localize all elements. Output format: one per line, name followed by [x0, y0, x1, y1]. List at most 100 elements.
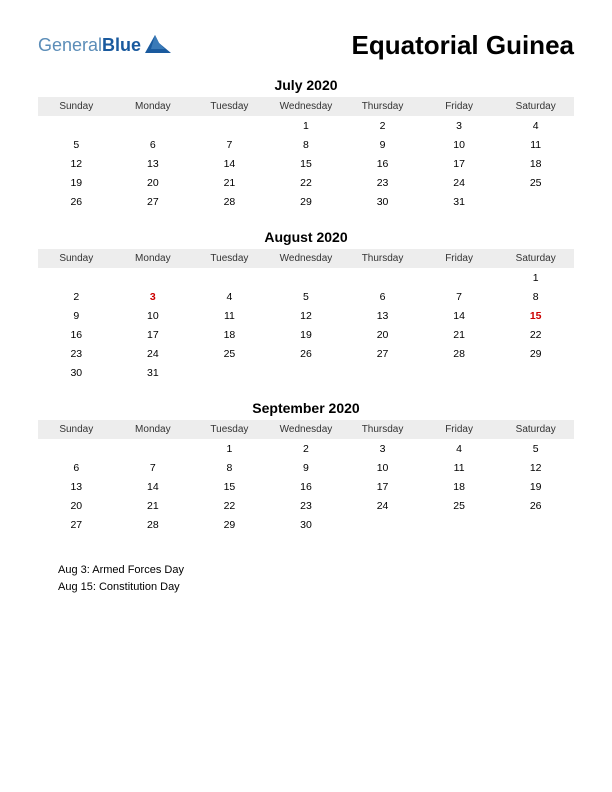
date-cell: 26 [38, 192, 115, 211]
table-row: 12131415161718 [38, 154, 574, 173]
logo-text-general: General [38, 35, 102, 55]
date-cell: 10 [344, 458, 421, 477]
date-cell: 18 [497, 154, 574, 173]
weekday-header: Sunday [38, 420, 115, 439]
table-row: 3031 [38, 363, 574, 382]
date-cell: 25 [497, 173, 574, 192]
date-cell: 17 [344, 477, 421, 496]
date-cell [38, 268, 115, 287]
date-cell [115, 116, 192, 135]
date-cell: 12 [497, 458, 574, 477]
date-cell: 21 [115, 496, 192, 515]
date-cell: 22 [268, 173, 345, 192]
date-cell: 1 [268, 116, 345, 135]
date-cell: 23 [268, 496, 345, 515]
date-cell [497, 192, 574, 211]
weekday-header: Thursday [344, 249, 421, 268]
date-cell: 27 [38, 515, 115, 534]
date-cell: 6 [344, 287, 421, 306]
date-cell: 18 [191, 325, 268, 344]
date-cell: 11 [497, 135, 574, 154]
table-row: 19202122232425 [38, 173, 574, 192]
date-cell: 21 [421, 325, 498, 344]
calendar-table: SundayMondayTuesdayWednesdayThursdayFrid… [38, 420, 574, 534]
date-cell [421, 515, 498, 534]
date-cell: 20 [38, 496, 115, 515]
date-cell [421, 363, 498, 382]
date-cell: 5 [497, 439, 574, 458]
date-cell: 9 [268, 458, 345, 477]
date-cell: 11 [191, 306, 268, 325]
weekday-header: Friday [421, 420, 498, 439]
date-cell: 17 [115, 325, 192, 344]
date-cell: 7 [421, 287, 498, 306]
triangle-icon [145, 33, 171, 58]
table-row: 20212223242526 [38, 496, 574, 515]
date-cell: 8 [497, 287, 574, 306]
date-cell: 6 [38, 458, 115, 477]
weekday-header: Sunday [38, 97, 115, 116]
date-cell: 2 [344, 116, 421, 135]
weekday-header: Monday [115, 249, 192, 268]
date-cell: 31 [421, 192, 498, 211]
month-title: September 2020 [38, 396, 574, 420]
calendar-table: SundayMondayTuesdayWednesdayThursdayFrid… [38, 97, 574, 211]
weekday-header: Friday [421, 97, 498, 116]
weekday-header: Wednesday [268, 249, 345, 268]
date-cell: 4 [421, 439, 498, 458]
month-title: August 2020 [38, 225, 574, 249]
calendar-table: SundayMondayTuesdayWednesdayThursdayFrid… [38, 249, 574, 382]
month-title: July 2020 [38, 73, 574, 97]
date-cell: 16 [268, 477, 345, 496]
date-cell: 30 [38, 363, 115, 382]
date-cell: 19 [497, 477, 574, 496]
date-cell: 13 [115, 154, 192, 173]
date-cell: 29 [191, 515, 268, 534]
date-cell: 22 [497, 325, 574, 344]
date-cell [268, 363, 345, 382]
date-cell: 17 [421, 154, 498, 173]
date-cell: 28 [421, 344, 498, 363]
date-cell [497, 363, 574, 382]
weekday-header: Tuesday [191, 97, 268, 116]
month-block: July 2020SundayMondayTuesdayWednesdayThu… [38, 73, 574, 211]
table-row: 12345 [38, 439, 574, 458]
table-row: 1 [38, 268, 574, 287]
date-cell: 14 [115, 477, 192, 496]
page-title: Equatorial Guinea [352, 30, 575, 61]
date-cell: 26 [268, 344, 345, 363]
weekday-header: Wednesday [268, 97, 345, 116]
date-cell: 10 [115, 306, 192, 325]
date-cell: 12 [38, 154, 115, 173]
table-row: 27282930 [38, 515, 574, 534]
date-cell: 18 [421, 477, 498, 496]
date-cell [38, 439, 115, 458]
date-cell: 16 [38, 325, 115, 344]
weekday-header: Saturday [497, 97, 574, 116]
weekday-header: Thursday [344, 420, 421, 439]
date-cell: 5 [38, 135, 115, 154]
date-cell: 30 [344, 192, 421, 211]
date-cell: 24 [421, 173, 498, 192]
holiday-entry: Aug 15: Constitution Day [58, 579, 574, 596]
table-row: 13141516171819 [38, 477, 574, 496]
holidays-list: Aug 3: Armed Forces Day Aug 15: Constitu… [38, 562, 574, 595]
date-cell: 1 [191, 439, 268, 458]
date-cell: 30 [268, 515, 345, 534]
date-cell: 26 [497, 496, 574, 515]
date-cell: 23 [38, 344, 115, 363]
date-cell: 11 [421, 458, 498, 477]
date-cell: 12 [268, 306, 345, 325]
date-cell: 25 [421, 496, 498, 515]
date-cell: 7 [191, 135, 268, 154]
date-cell: 22 [191, 496, 268, 515]
logo-text: GeneralBlue [38, 36, 141, 56]
date-cell [344, 268, 421, 287]
date-cell: 8 [268, 135, 345, 154]
months-container: July 2020SundayMondayTuesdayWednesdayThu… [38, 73, 574, 534]
date-cell [191, 268, 268, 287]
date-cell: 2 [268, 439, 345, 458]
weekday-header: Monday [115, 97, 192, 116]
date-cell: 25 [191, 344, 268, 363]
date-cell: 9 [344, 135, 421, 154]
